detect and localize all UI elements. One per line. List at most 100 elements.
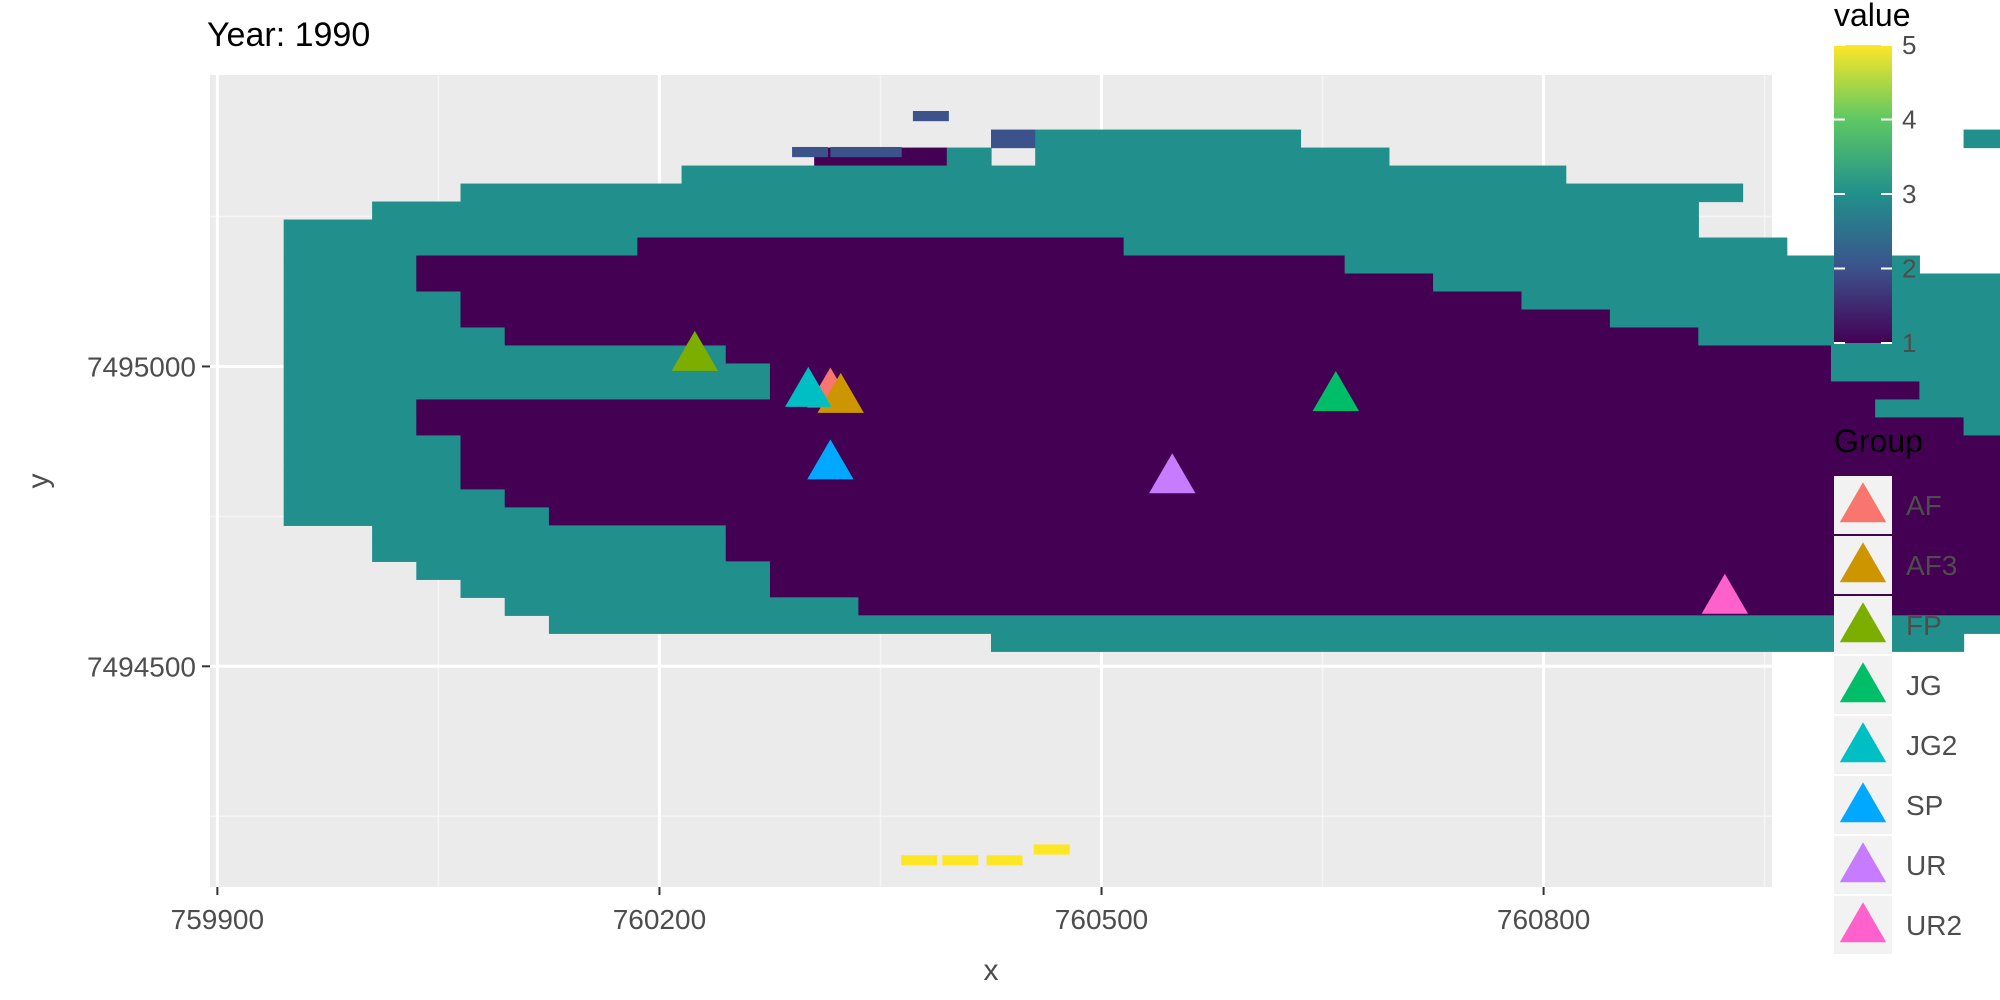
- group-legend-symbol: [1839, 902, 1887, 943]
- group-legend-label: JG2: [1906, 730, 1957, 761]
- raster-cell: [858, 597, 2000, 616]
- raster-cell: [283, 309, 462, 329]
- raster-cell: [460, 453, 2000, 473]
- group-legend-label: AF3: [1906, 550, 1957, 581]
- value-legend-label: 5: [1902, 30, 1916, 60]
- group-legend-symbol: [1839, 482, 1887, 523]
- axes: 759900 760200 760500 760800 7494500 7495000: [87, 351, 1590, 935]
- raster-cell: [283, 291, 462, 311]
- raster-cell: [725, 345, 1832, 365]
- x-tick-label: 760800: [1497, 904, 1590, 935]
- raster-cell: [1123, 237, 1788, 257]
- group-legend-label: FP: [1906, 610, 1942, 641]
- point-ur: [1149, 453, 1196, 494]
- raster-cell: [1830, 345, 2000, 365]
- raster-cell: [460, 309, 1611, 329]
- x-tick-label: 759900: [171, 904, 264, 935]
- raster-cell: [416, 273, 1434, 293]
- y-tick-label: 7494500: [87, 651, 196, 682]
- group-legend-symbol: [1839, 602, 1887, 643]
- raster-cell: [725, 543, 2000, 562]
- group-legend-title: Group: [1834, 423, 1923, 459]
- group-legend-symbol: [1839, 722, 1887, 763]
- group-legend-symbol: [1839, 842, 1887, 883]
- x-tick-label: 760200: [613, 904, 706, 935]
- point-fp: [671, 330, 719, 371]
- raster-cell: [372, 525, 727, 544]
- raster-cell: [946, 147, 992, 167]
- y-tick-label: 7495000: [87, 351, 196, 382]
- raster-cell: [1521, 291, 2000, 311]
- chart-title: Year: 1990: [207, 16, 370, 54]
- raster-cell: [1035, 147, 1390, 167]
- raster-cell: [460, 435, 2000, 455]
- raster-cell: [504, 327, 1699, 347]
- raster-cell: [1035, 129, 1302, 149]
- group-legend-label: SP: [1906, 790, 1943, 821]
- raster-cell: [912, 110, 949, 122]
- raster-cell: [283, 471, 462, 490]
- value-legend-label: 1: [1902, 328, 1916, 358]
- value-legend-label: 4: [1902, 105, 1916, 135]
- group-legend-label: UR: [1906, 850, 1946, 881]
- raster-cell: [416, 417, 1965, 437]
- raster-cell: [283, 237, 638, 257]
- raster-cell: [416, 399, 1876, 419]
- raster-cell: [1875, 399, 2000, 419]
- group-legend-symbol: [1839, 662, 1887, 703]
- point-ur2: [1701, 573, 1749, 614]
- raster-cell: [283, 435, 462, 455]
- raster-cell: [283, 327, 506, 347]
- points-layer: [671, 330, 1749, 614]
- raster-cell: [1963, 417, 2000, 437]
- raster-cell: [283, 399, 417, 419]
- raster-cell: [416, 255, 1346, 275]
- raster-cell: [830, 146, 867, 158]
- raster-cell: [283, 273, 417, 293]
- raster-cell: [991, 129, 1036, 149]
- raster-cell: [460, 183, 1744, 203]
- value-legend: value 1 2 3 4 5: [1834, 0, 1916, 358]
- raster-cell: [504, 489, 2000, 508]
- raster-cell: [283, 507, 550, 526]
- raster-cell: [283, 345, 727, 365]
- y-axis-label: y: [22, 474, 55, 489]
- raster-cell: [986, 855, 1023, 866]
- raster-cell: [548, 615, 2000, 634]
- value-legend-label: 3: [1902, 179, 1916, 209]
- raster-cell: [792, 146, 829, 158]
- raster-cell: [1830, 363, 2000, 383]
- point-jg: [1312, 371, 1360, 412]
- raster-cell: [283, 363, 771, 383]
- raster-cell: [283, 417, 417, 437]
- raster-cell: [865, 146, 902, 158]
- raster-cell: [460, 471, 2000, 490]
- raster-cell: [283, 255, 417, 275]
- raster-cell: [548, 507, 2000, 526]
- raster-cell: [1963, 129, 2000, 149]
- raster-cell: [769, 579, 2000, 598]
- raster-cell: [283, 453, 462, 473]
- point-jg2: [785, 366, 832, 407]
- raster-cell: [460, 291, 1523, 311]
- raster-cell: [769, 363, 1832, 383]
- group-legend-label: AF: [1906, 490, 1942, 521]
- group-legend-label: JG: [1906, 670, 1942, 701]
- raster-cell: [901, 855, 938, 866]
- raster-cell: [283, 219, 1699, 239]
- raster-cell: [991, 633, 1965, 652]
- value-legend-label: 2: [1902, 254, 1916, 284]
- point-sp: [807, 439, 854, 480]
- raster-cell: [504, 597, 859, 616]
- raster-cell: [681, 165, 1567, 185]
- raster-cell: [283, 381, 771, 401]
- x-tick-label: 760500: [1055, 904, 1148, 935]
- group-legend: Group AF AF3 FP JG JG2 SP UR UR2: [1834, 423, 1962, 954]
- raster-cell: [372, 543, 727, 562]
- raster-cell: [769, 561, 2000, 580]
- raster-cell: [283, 489, 506, 508]
- raster-cell: [1344, 255, 1920, 275]
- raster-cell: [1609, 309, 2000, 329]
- raster-cell: [1919, 381, 2000, 401]
